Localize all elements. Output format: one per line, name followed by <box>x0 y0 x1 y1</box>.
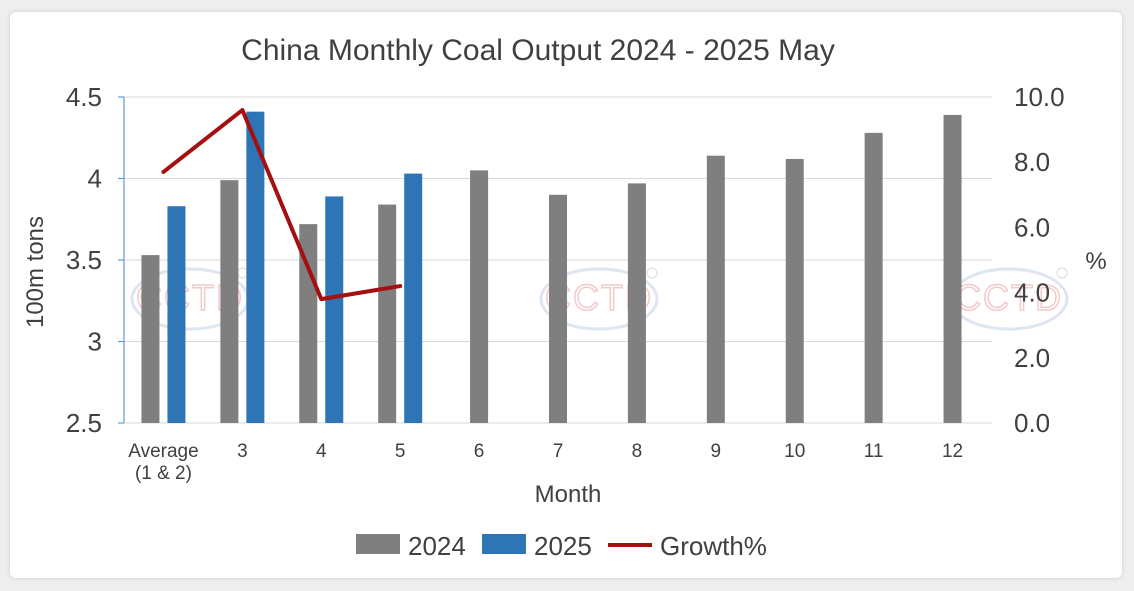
bar-2024 <box>378 204 397 423</box>
watermark-mark <box>1056 267 1068 279</box>
y2-tick-label: 6.0 <box>1014 212 1050 242</box>
bar-2024 <box>220 180 239 423</box>
watermark-ring <box>539 267 659 331</box>
watermark-mark <box>646 267 658 279</box>
bar-2024 <box>549 194 567 423</box>
watermark-text: CCTD <box>955 277 1063 318</box>
labels: China Monthly Coal Output 2024 - 2025 Ma… <box>22 34 1107 508</box>
y-tick-label: 3 <box>88 327 102 357</box>
x-tick-label: 5 <box>395 441 406 462</box>
x-axis-title: Month <box>535 481 602 508</box>
x-tick-label-line: 8 <box>632 441 643 462</box>
bar-2024 <box>864 132 883 424</box>
legend-2024-swatch <box>356 534 400 554</box>
bars <box>141 111 962 424</box>
y2-tick-label: 8.0 <box>1014 147 1050 177</box>
bar-2024 <box>470 170 489 423</box>
x-tick-label: 6 <box>474 441 485 462</box>
watermark-layer: CCTD CCTD CCTD <box>130 267 1069 331</box>
x-tick-label-line: Average <box>128 441 198 462</box>
x-tick-label: 10 <box>784 441 805 462</box>
x-tick-label-line: 3 <box>237 441 248 462</box>
bar-2025 <box>325 196 344 423</box>
y-tick-label: 4.5 <box>66 82 102 112</box>
y-tick-label: 4 <box>88 164 102 194</box>
bar-2024 <box>785 158 804 423</box>
x-tick-label: 9 <box>711 441 722 462</box>
bar-2025 <box>404 173 423 423</box>
x-tick-label: 7 <box>553 441 564 462</box>
y2-tick-label: 2.0 <box>1014 343 1050 373</box>
x-tick-label-line: 11 <box>864 441 884 462</box>
x-tick-label-line: 7 <box>553 441 564 462</box>
bar-2024 <box>706 155 725 423</box>
x-tick-label-line: 4 <box>316 441 327 462</box>
x-tick-label: 8 <box>632 441 643 462</box>
y-tick-label: 3.5 <box>66 245 102 275</box>
x-tick-label-line: 9 <box>711 441 722 462</box>
x-tick-label-line: (1 & 2) <box>135 463 192 484</box>
watermark-3: CCTD <box>949 267 1069 331</box>
legend-2025-swatch <box>482 534 526 554</box>
x-tick-label: 3 <box>237 441 248 462</box>
axes: 2.5 3 3.5 4 4.5 0.0 2.0 4.0 6.0 8.0 10.0 Average (1 … <box>66 82 1065 484</box>
x-tick-label-line: 12 <box>942 441 963 462</box>
x-tick-label-line: 6 <box>474 441 485 462</box>
y-axis-title: 100m tons <box>22 216 49 328</box>
chart-card: CCTD CCTD CCTD 2.5 3 3.5 4 4.5 0.0 2.0 4.0 6.0 8.0 1… <box>10 12 1122 578</box>
bar-2025 <box>167 206 186 423</box>
x-tick-label: 4 <box>316 441 327 462</box>
legend: 2024 2025 Growth% <box>356 531 767 561</box>
chart-title: China Monthly Coal Output 2024 - 2025 Ma… <box>241 34 835 67</box>
x-tick-label: 11 <box>864 441 884 462</box>
bar-2025 <box>246 111 265 424</box>
y2-tick-label: 4.0 <box>1014 278 1050 308</box>
growth-line <box>161 108 403 302</box>
legend-2024-label: 2024 <box>408 531 466 561</box>
y2-axis-title: % <box>1085 248 1106 275</box>
growth-line-path <box>161 108 403 302</box>
x-tick-label-line: 10 <box>784 441 805 462</box>
bar-2024 <box>943 114 962 424</box>
bar-2024 <box>627 183 646 423</box>
y2-tick-label: 0.0 <box>1014 408 1050 438</box>
legend-growth-label: Growth% <box>660 531 767 561</box>
bar-2024 <box>141 255 160 423</box>
y2-tick-label: 10.0 <box>1014 82 1065 112</box>
legend-2025-label: 2025 <box>534 531 592 561</box>
y-tick-label: 2.5 <box>66 408 102 438</box>
x-tick-label: Average (1 & 2) <box>128 441 198 484</box>
coal-output-chart: CCTD CCTD CCTD 2.5 3 3.5 4 4.5 0.0 2.0 4.0 6.0 8.0 1… <box>22 34 1107 561</box>
x-tick-label-line: 5 <box>395 441 406 462</box>
x-tick-label: 12 <box>942 441 963 462</box>
